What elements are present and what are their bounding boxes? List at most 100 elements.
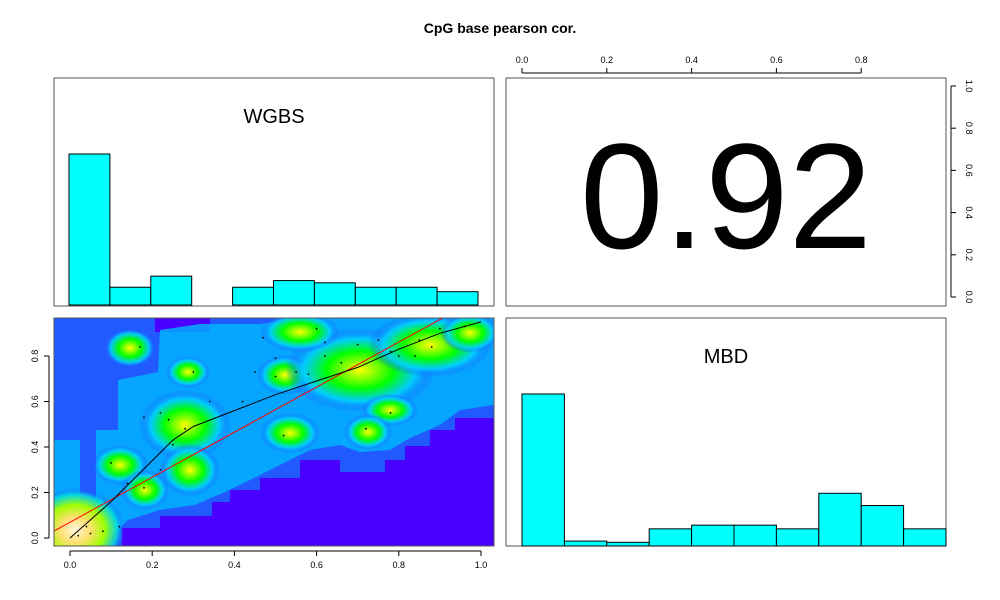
density-blob: [260, 318, 340, 352]
scatter-point: [171, 443, 174, 446]
scatter-point: [389, 350, 392, 353]
bottom-axis: 0.0 0.2 0.4 0.6 0.8 1.0: [64, 550, 488, 570]
top-tick-label: 0.0: [516, 55, 529, 65]
right-tick-label: 0.2: [964, 249, 974, 262]
histogram-bar: [648, 528, 693, 547]
scatter-point: [139, 346, 141, 348]
histogram-bar: [354, 286, 397, 306]
right-tick-label: 0.4: [964, 206, 974, 219]
histogram-bar: [232, 286, 275, 306]
scatter-point: [126, 482, 129, 485]
scatter-points: [77, 325, 466, 537]
density-blob: [104, 328, 156, 368]
scatter-point: [167, 418, 170, 421]
histogram-bar: [521, 393, 565, 547]
y-tick-label: 0.6: [30, 395, 40, 408]
scatter-panel-frame: [53, 317, 495, 547]
scatter-point: [295, 371, 297, 373]
correlation-value: 0.92: [580, 112, 872, 280]
x-tick-label: 0.4: [228, 560, 241, 570]
histogram-bar: [150, 275, 193, 306]
density-blob: [260, 413, 320, 453]
x-tick-label: 0.0: [64, 560, 77, 570]
y-tick-label: 0.0: [30, 532, 40, 545]
histogram-bar: [691, 524, 735, 547]
scatter-point: [241, 400, 244, 403]
chart-title: CpG base pearson cor.: [424, 20, 577, 36]
scatter-point: [143, 416, 145, 419]
density-blob: [166, 356, 210, 388]
scatter-point: [430, 346, 433, 348]
histogram-bar: [313, 282, 356, 306]
wgbs-panel: WGBS: [53, 77, 495, 307]
scatter-point: [340, 361, 343, 364]
mbd-histogram: [521, 393, 947, 547]
scatter-point: [143, 487, 145, 489]
scatter-point: [85, 525, 88, 528]
scatter-point: [102, 530, 104, 533]
correlation-panel-frame: [505, 77, 947, 307]
right-tick-label: 1.0: [964, 80, 974, 93]
scatter-point: [389, 412, 392, 414]
right-tick-label: 0.8: [964, 122, 974, 135]
scatter-point: [356, 343, 359, 346]
right-tick-label: 0.0: [964, 291, 974, 304]
scatter-point: [159, 468, 162, 471]
top-tick-label: 0.2: [601, 55, 614, 65]
mbd-label: MBD: [704, 346, 748, 368]
histogram-bar: [563, 540, 608, 547]
histogram-bar: [109, 286, 152, 306]
right-axis: 0.0 0.2 0.4 0.6 0.8 1.0: [950, 80, 974, 304]
top-tick-label: 0.4: [685, 55, 698, 65]
scatter-point: [323, 355, 326, 357]
histogram-bar: [436, 291, 479, 306]
density-blob: [440, 318, 494, 353]
scatter-point: [118, 525, 121, 528]
scatter-point: [274, 357, 277, 360]
scatter-point: [377, 339, 380, 341]
scatter-point: [418, 339, 421, 341]
histogram-bar: [68, 153, 111, 306]
right-tick-label: 0.6: [964, 164, 974, 177]
x-tick-label: 0.2: [146, 560, 159, 570]
histogram-bar: [273, 280, 315, 306]
x-tick-label: 1.0: [475, 560, 488, 570]
density-blob: [54, 488, 125, 546]
histogram-bar: [733, 524, 777, 547]
histogram-bar: [860, 505, 905, 547]
top-axis: 0.0 0.2 0.4 0.6 0.8: [516, 55, 868, 74]
y-tick-label: 0.8: [30, 350, 40, 363]
histogram-bar: [818, 492, 862, 547]
scatter-point: [365, 427, 367, 430]
scatter-point: [274, 375, 277, 378]
density-blob: [344, 414, 392, 450]
histogram-bar: [395, 286, 438, 306]
scatter-point: [254, 371, 256, 373]
histogram-bar: [903, 528, 947, 547]
histogram-bar: [775, 528, 820, 547]
scatter-point: [439, 327, 441, 330]
scatter-point: [414, 355, 417, 357]
top-tick-label: 0.8: [855, 55, 868, 65]
wgbs-label: WGBS: [243, 106, 304, 128]
scatter-point: [184, 427, 187, 430]
scatter-point: [192, 371, 195, 373]
loess-line: [69, 321, 482, 539]
scatter-point: [282, 434, 285, 437]
density-map: [54, 318, 494, 546]
scatter-point: [262, 336, 265, 339]
scatter-point: [397, 355, 400, 357]
y-tick-label: 0.4: [30, 441, 40, 454]
wgbs-panel-frame: [53, 77, 495, 307]
left-axis: 0.0 0.2 0.4 0.6 0.8: [30, 350, 50, 545]
scatter-point: [77, 534, 80, 537]
histogram-bar: [606, 541, 650, 547]
scatter-point: [323, 341, 326, 344]
scatter-point: [89, 532, 92, 535]
scatter-point: [110, 462, 112, 464]
scatter-point: [307, 373, 310, 376]
scatter-point: [315, 327, 318, 330]
correlation-panel: 0.92 0.0 0.2 0.4 0.6 0.8 0.0 0.2 0.4 0.6 0.8 1.0: [505, 55, 974, 307]
density-blob: [160, 444, 220, 496]
